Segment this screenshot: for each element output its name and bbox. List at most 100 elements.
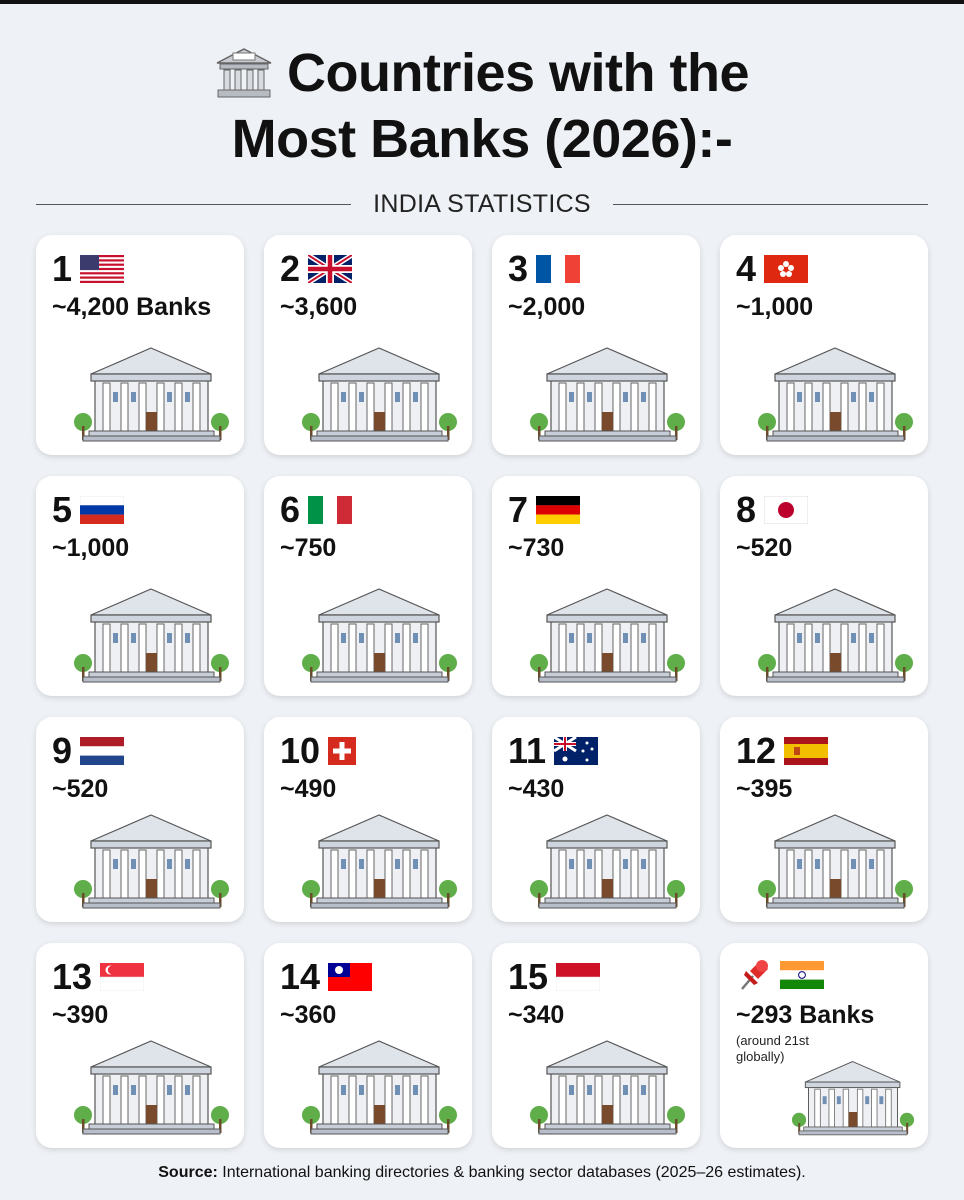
source-label: Source: — [158, 1164, 218, 1181]
flag — [536, 496, 581, 524]
flag — [536, 255, 581, 283]
bank-count: ~2,000 — [508, 293, 586, 321]
bank-count: ~520 — [52, 775, 109, 803]
card-head: 9 — [52, 730, 125, 771]
rank: 14 — [280, 956, 321, 997]
bank-count: ~395 — [736, 775, 793, 803]
bank-count: ~490 — [280, 775, 337, 803]
bank-building — [302, 1040, 457, 1135]
bank-count: ~340 — [508, 1001, 565, 1029]
card-head — [736, 957, 824, 993]
card-grid: 1 ~4,200 Banks 2 ~3,600 3 ~2,000 — [36, 235, 928, 1148]
bank-count: ~360 — [280, 1001, 337, 1029]
bank-building — [530, 1040, 685, 1135]
country-card: 1 ~4,200 Banks — [36, 235, 244, 455]
flag — [554, 737, 599, 765]
bank-building — [758, 814, 913, 909]
title: Countries with the Most Banks (2026):- — [0, 40, 964, 172]
rank: 2 — [280, 248, 301, 289]
bank-building — [758, 588, 913, 683]
flag — [556, 963, 601, 991]
footer: Source: International banking directorie… — [0, 1164, 964, 1182]
source-text: International banking directories & bank… — [222, 1164, 806, 1181]
subtitle-row: INDIA STATISTICS — [36, 190, 929, 219]
card-head: 6 — [280, 490, 353, 530]
rank: 3 — [508, 248, 529, 289]
bank-count: ~1,000 — [52, 534, 130, 562]
rank: 10 — [280, 730, 321, 771]
country-card: 5 ~1,000 — [36, 476, 244, 696]
flag — [100, 963, 145, 991]
bank-building — [758, 347, 913, 442]
card-head: 2 — [280, 248, 353, 289]
rank: 15 — [508, 956, 549, 997]
flag — [80, 496, 125, 524]
card-head: 5 — [52, 489, 125, 530]
title-line: Most Banks (2026):- — [0, 106, 964, 172]
rank: 8 — [736, 489, 757, 530]
bank-count: ~390 — [52, 1001, 109, 1029]
country-card: 10 ~490 — [264, 717, 472, 922]
illustration — [753, 330, 918, 445]
country-card: 6 ~750 — [264, 476, 472, 696]
bank-icon — [216, 48, 272, 98]
card-head: 14 — [280, 956, 373, 997]
rank: 12 — [736, 730, 777, 771]
title-text: Countries with the — [287, 43, 750, 103]
country-card: 4 ~1,000 — [720, 235, 928, 455]
flag — [308, 496, 353, 524]
flag — [80, 255, 125, 283]
bank-building — [74, 588, 229, 683]
illustration — [525, 797, 690, 912]
bank-count: ~1,000 — [736, 293, 814, 321]
flag — [784, 737, 829, 765]
illustration — [753, 571, 918, 686]
bank-building — [530, 347, 685, 442]
bank-building — [530, 814, 685, 909]
illustration — [788, 1023, 918, 1138]
rule — [612, 203, 929, 206]
card-head: 8 — [736, 489, 809, 530]
illustration — [297, 330, 462, 445]
rank: 1 — [52, 248, 73, 289]
card-head: 13 — [52, 957, 145, 997]
bank-count: ~730 — [508, 534, 565, 562]
country-card: 11 ~430 — [492, 717, 700, 922]
illustration — [297, 1023, 462, 1138]
subtitle: INDIA STATISTICS — [373, 190, 591, 218]
illustration — [297, 571, 462, 686]
flag — [764, 496, 809, 524]
bank-building — [74, 347, 229, 442]
illustration — [525, 571, 690, 686]
top-bar — [0, 0, 964, 4]
country-card: 15 ~340 — [492, 943, 700, 1148]
note: (around 21st globally) — [736, 1033, 809, 1064]
rule — [36, 203, 352, 206]
rank: 5 — [52, 489, 73, 530]
country-card: 9 ~520 — [36, 717, 244, 922]
illustration — [525, 330, 690, 445]
rank: 11 — [508, 730, 547, 771]
bank-count: ~750 — [280, 534, 337, 562]
illustration — [753, 797, 918, 912]
bank-count: ~293 Banks — [736, 1001, 875, 1029]
illustration — [69, 571, 234, 686]
illustration — [297, 797, 462, 912]
country-card: 8 ~520 — [720, 476, 928, 696]
illustration — [69, 797, 234, 912]
flag — [308, 255, 353, 283]
illustration — [69, 1023, 234, 1138]
card-head: 4 — [736, 248, 809, 289]
rank: 9 — [52, 730, 73, 771]
card-head: 7 — [508, 490, 581, 530]
card-head: 3 — [508, 248, 581, 289]
card-head: 1 — [52, 248, 125, 289]
title-text: Most Banks (2026):- — [231, 109, 733, 169]
flag — [328, 737, 357, 765]
country-card: 3 ~2,000 — [492, 235, 700, 455]
illustration — [525, 1023, 690, 1138]
rank: 4 — [736, 248, 757, 289]
country-card: 2 ~3,600 — [264, 235, 472, 455]
card-head: 12 — [736, 730, 829, 771]
